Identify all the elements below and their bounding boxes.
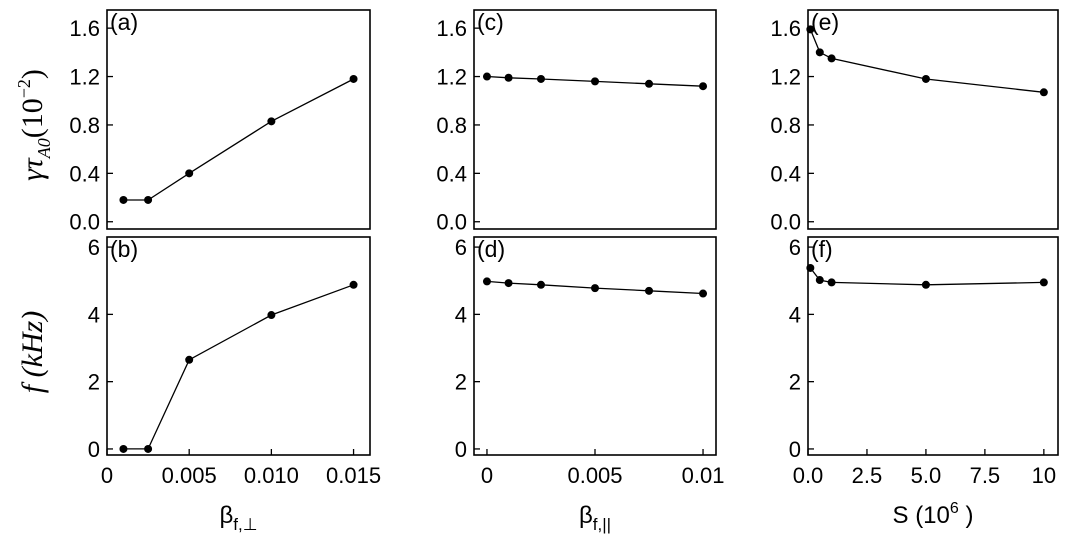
data-point-c [504,73,513,82]
data-point-a [144,195,153,204]
panel-label-f: (f) [811,236,833,262]
data-point-c [699,82,708,91]
y-tick-label: 4 [455,302,467,327]
data-point-f [806,263,815,272]
x-tick-label: 0.0 [793,463,824,488]
data-point-f [1039,278,1048,287]
data-point-e [806,25,815,34]
x-tick-label: 10 [1032,463,1056,488]
y-tick-label: 4 [88,302,100,327]
panel-label-e: (e) [811,9,839,35]
data-point-e [921,74,930,83]
y-tick-label: 1.2 [770,65,801,90]
data-point-f [921,280,930,289]
y-tick-label: 1.6 [770,16,801,41]
data-point-d [591,284,599,293]
x-tick-label: 0.005 [162,463,217,488]
series-line-b [123,284,354,450]
y-tick-label: 0.4 [436,161,467,186]
panel-b-frame [106,236,371,456]
series-line-e [809,29,1044,93]
x-tick-label: 5.0 [911,463,942,488]
data-point-d [699,289,708,298]
panel-c: (c) 0.0 0.4 0.8 1.2 1.6 [436,9,717,235]
panel-f-frame [807,236,1059,456]
y-tick-label: 1.6 [69,16,100,41]
data-point-d [536,280,545,289]
data-point-d [645,286,654,295]
y-tick-label: 0 [88,437,100,462]
panel-f: (f) 0 2 4 6 0.0 2.5 5.0 7.5 10 S (106 ) [789,235,1059,529]
x-tick-label: 0.015 [326,463,381,488]
data-point-a [119,195,128,204]
data-point-c [591,77,599,86]
x-axis-label-f: S (106 ) [893,500,974,529]
data-point-f [815,276,824,285]
x-tick-label: 0.005 [567,463,622,488]
y-tick-label: 2 [88,370,100,395]
y-tick-label: 0 [455,437,467,462]
y-tick-label: 4 [789,302,801,327]
x-tick-label: 0.010 [244,463,299,488]
series-line-a [123,78,354,201]
data-point-b [267,311,276,320]
x-tick-label: 0.01 [682,463,725,488]
y-tick-label: 0.4 [69,161,100,186]
data-point-a [267,117,276,126]
panel-b: (b) 0 2 4 6 0 0.005 0.010 0.015 βf,⊥ [88,235,381,534]
y-tick-label: 0.0 [770,210,801,235]
y-axis-label-top: γτA0(10−2) [14,69,54,181]
panel-c-frame [473,9,717,230]
y-tick-label: 0.8 [436,113,467,138]
x-tick-label: 0 [101,463,113,488]
y-tick-label: 0.8 [770,113,801,138]
x-tick-label: 0 [481,463,493,488]
y-tick-label: 0 [789,437,801,462]
panel-d-frame [473,236,717,456]
data-point-f [827,278,836,287]
x-tick-label: 2.5 [852,463,883,488]
y-tick-label: 6 [455,235,467,260]
y-tick-label: 6 [789,235,801,260]
data-point-a [185,169,194,178]
y-tick-label: 1.2 [69,65,100,90]
data-point-b [119,444,128,453]
panel-a-frame [106,9,371,230]
y-axis-label-bottom: f (kHz) [16,311,49,393]
y-tick-label: 0.8 [69,113,100,138]
y-tick-label: 2 [789,370,801,395]
y-tick-label: 1.2 [436,65,467,90]
data-point-d [482,277,491,286]
x-tick-label: 7.5 [970,463,1001,488]
data-point-c [536,74,545,83]
y-tick-label: 1.6 [436,16,467,41]
y-tick-label: 6 [88,235,100,260]
data-point-a [349,74,358,83]
data-point-b [144,444,153,453]
panel-d: (d) 0 2 4 6 0 0.005 0.01 βf,|| [455,235,725,534]
panel-e-frame [807,9,1059,230]
y-tick-label: 0.4 [770,161,801,186]
panel-label-d: (d) [477,236,505,262]
panel-e: (e) 0.0 0.4 0.8 1.2 1.6 [770,9,1059,235]
data-point-e [827,54,836,63]
data-point-d [504,279,513,288]
y-tick-label: 0.0 [436,210,467,235]
data-point-c [482,72,491,81]
data-point-b [185,355,194,364]
panel-a: (a) 0.0 0.4 0.8 1.2 1.6 [69,9,371,235]
panel-label-c: (c) [477,9,504,35]
y-tick-label: 0.0 [69,210,100,235]
data-point-e [815,48,824,57]
x-axis-label-b: βf,⊥ [219,502,257,534]
data-point-c [645,79,654,88]
x-axis-label-d: βf,|| [579,502,611,534]
data-point-b [349,280,358,289]
y-tick-label: 2 [455,370,467,395]
panel-label-b: (b) [110,236,138,262]
panel-label-a: (a) [110,9,138,35]
data-point-e [1039,88,1048,97]
